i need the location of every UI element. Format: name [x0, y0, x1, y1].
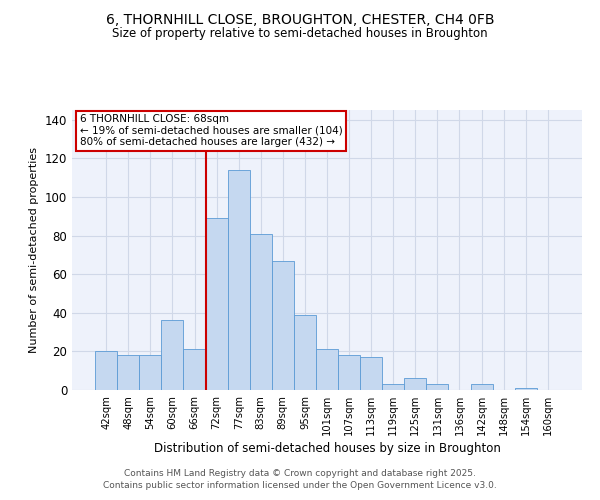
- Bar: [95, 352, 117, 390]
- Bar: [250, 234, 272, 390]
- Bar: [184, 350, 206, 390]
- Bar: [515, 388, 537, 390]
- Bar: [139, 355, 161, 390]
- Text: Contains HM Land Registry data © Crown copyright and database right 2025.
Contai: Contains HM Land Registry data © Crown c…: [103, 468, 497, 490]
- X-axis label: Distribution of semi-detached houses by size in Broughton: Distribution of semi-detached houses by …: [154, 442, 500, 455]
- Bar: [360, 357, 382, 390]
- Bar: [294, 314, 316, 390]
- Bar: [382, 384, 404, 390]
- Bar: [338, 355, 360, 390]
- Bar: [272, 260, 294, 390]
- Bar: [404, 378, 427, 390]
- Bar: [206, 218, 227, 390]
- Bar: [117, 355, 139, 390]
- Text: Size of property relative to semi-detached houses in Broughton: Size of property relative to semi-detach…: [112, 28, 488, 40]
- Bar: [470, 384, 493, 390]
- Bar: [227, 170, 250, 390]
- Bar: [161, 320, 184, 390]
- Y-axis label: Number of semi-detached properties: Number of semi-detached properties: [29, 147, 39, 353]
- Bar: [427, 384, 448, 390]
- Text: 6 THORNHILL CLOSE: 68sqm
← 19% of semi-detached houses are smaller (104)
80% of : 6 THORNHILL CLOSE: 68sqm ← 19% of semi-d…: [80, 114, 343, 148]
- Text: 6, THORNHILL CLOSE, BROUGHTON, CHESTER, CH4 0FB: 6, THORNHILL CLOSE, BROUGHTON, CHESTER, …: [106, 12, 494, 26]
- Bar: [316, 350, 338, 390]
